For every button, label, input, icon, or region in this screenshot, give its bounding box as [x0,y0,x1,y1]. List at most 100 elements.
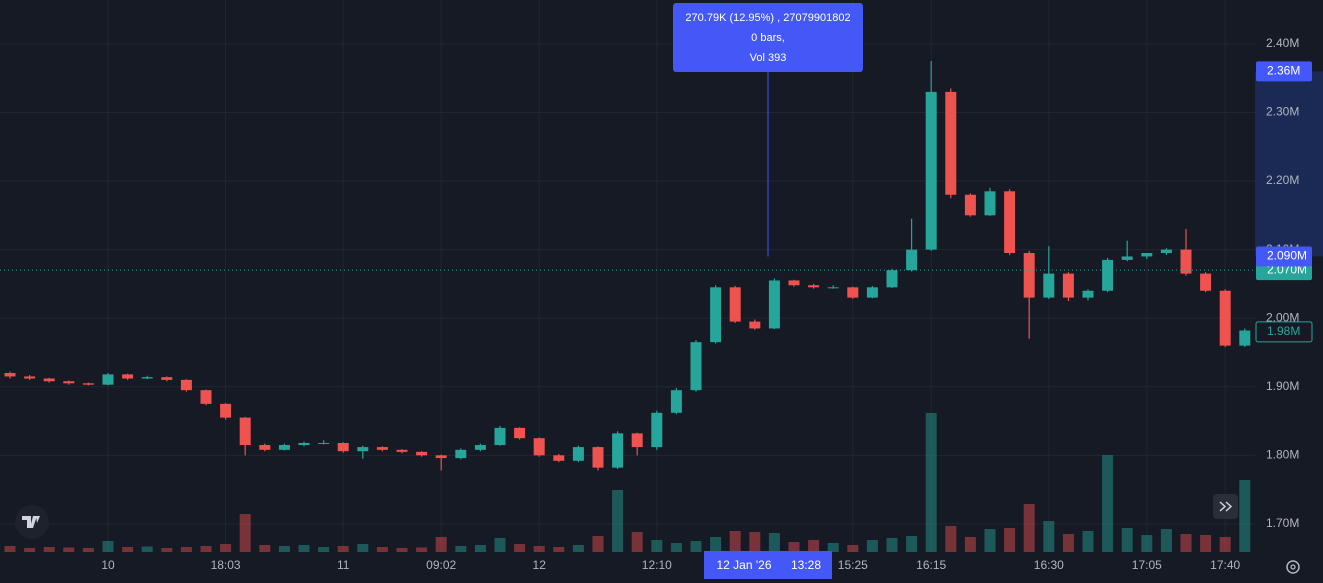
candle-body [337,442,349,452]
volume-bar [180,547,192,552]
volume-bar [514,544,526,552]
volume-bar [906,536,918,552]
volume-bar [455,546,467,552]
volume-bar [553,547,565,552]
candle-body [906,249,918,271]
candle-body [161,377,173,380]
candle-body [533,438,545,456]
volume-bar [24,548,36,552]
candle-body [827,287,839,289]
volume-bar [690,541,702,552]
x-tick-label: 12:10 [642,558,672,572]
candle-body [768,280,780,329]
candle-body [670,390,682,413]
candle-body [376,447,388,450]
volume-bar [886,538,898,552]
high-badge-label: 2.36M [1267,63,1300,77]
crosshair-price-badge-label: 2.090M [1267,249,1307,263]
candle-body [808,285,820,288]
volume-bar [1141,535,1153,552]
candle-body [1141,253,1153,257]
volume-bar [612,490,624,552]
candle-body [102,374,114,385]
volume-bar [416,547,428,552]
volume-bar [945,526,957,552]
y-tick-label: 2.00M [1266,310,1299,324]
crosshair-price-badge [1256,246,1312,267]
volume-bar [788,542,800,552]
settings-button[interactable] [1286,560,1300,574]
volume-bar [984,529,996,552]
candle-body [710,287,722,343]
candle-body [298,442,310,446]
volume-bar [1219,537,1231,552]
candle-body [1121,256,1133,260]
volume-bar [631,532,643,552]
volume-bar [1062,534,1074,552]
candle-body [82,383,94,385]
volume-bar [1239,480,1251,552]
volume-bar [729,531,741,552]
volume-bar [1043,521,1055,552]
measure-text: 0 bars, [751,32,785,44]
volume-bar [141,546,153,552]
scroll-button[interactable] [1213,494,1238,519]
candle-body [592,447,604,468]
y-tick-label: 1.90M [1266,379,1299,393]
candle-body [239,417,251,446]
y-tick-label: 1.70M [1266,516,1299,530]
candle-body [1219,290,1231,346]
volume-bar [376,547,388,552]
candle-body [1160,249,1172,254]
x-tick-label: 16:30 [1034,558,1064,572]
candle-body [1043,273,1055,298]
y-tick-label: 1.80M [1266,447,1299,461]
volume-bar [474,545,486,552]
volume-bar [670,543,682,552]
candle-body [925,91,937,250]
candle-body [24,376,36,379]
candle-body [651,412,663,448]
volume-bar [1102,455,1114,552]
volume-bar [533,546,545,552]
volume-bar [396,548,408,552]
volume-bar [964,537,976,552]
crosshair-date: 12 Jan '26 [716,558,771,572]
candle-body [690,342,702,391]
candle-body [612,433,624,468]
x-tick-label: 17:05 [1132,558,1162,572]
volume-bar [357,544,369,552]
candle-body [749,321,761,329]
x-tick-label: 09:02 [426,558,456,572]
candle-body [180,379,192,391]
measure-tooltip [673,3,863,72]
volume-bar [43,547,55,552]
volume-bar [318,547,330,552]
candle-body [220,403,232,418]
crosshair-time: 13:28 [791,558,821,572]
volume-bar [1082,531,1094,552]
high-badge [1256,61,1312,82]
volume-bar [200,546,212,552]
candle-body [964,194,976,216]
candle-body [435,455,447,459]
x-tick-label: 18:03 [211,558,241,572]
volume-bar [827,543,839,552]
candle-body [1082,290,1094,298]
volume-bar [749,532,761,552]
volume-bar [866,540,878,552]
volume-bar [494,538,506,552]
candle-body [396,449,408,452]
candle-body [1239,330,1251,346]
volume-bar [1180,534,1192,552]
x-tick-label: 10 [101,558,115,572]
candle-body [1102,259,1114,291]
close-badge-label: 1.98M [1267,324,1300,338]
volume-bar [768,533,780,552]
volume-bar [298,545,310,552]
volume-bar [710,537,722,552]
volume-bar [161,548,173,552]
measure-text: Vol 393 [750,52,787,64]
candle-body [886,270,898,288]
